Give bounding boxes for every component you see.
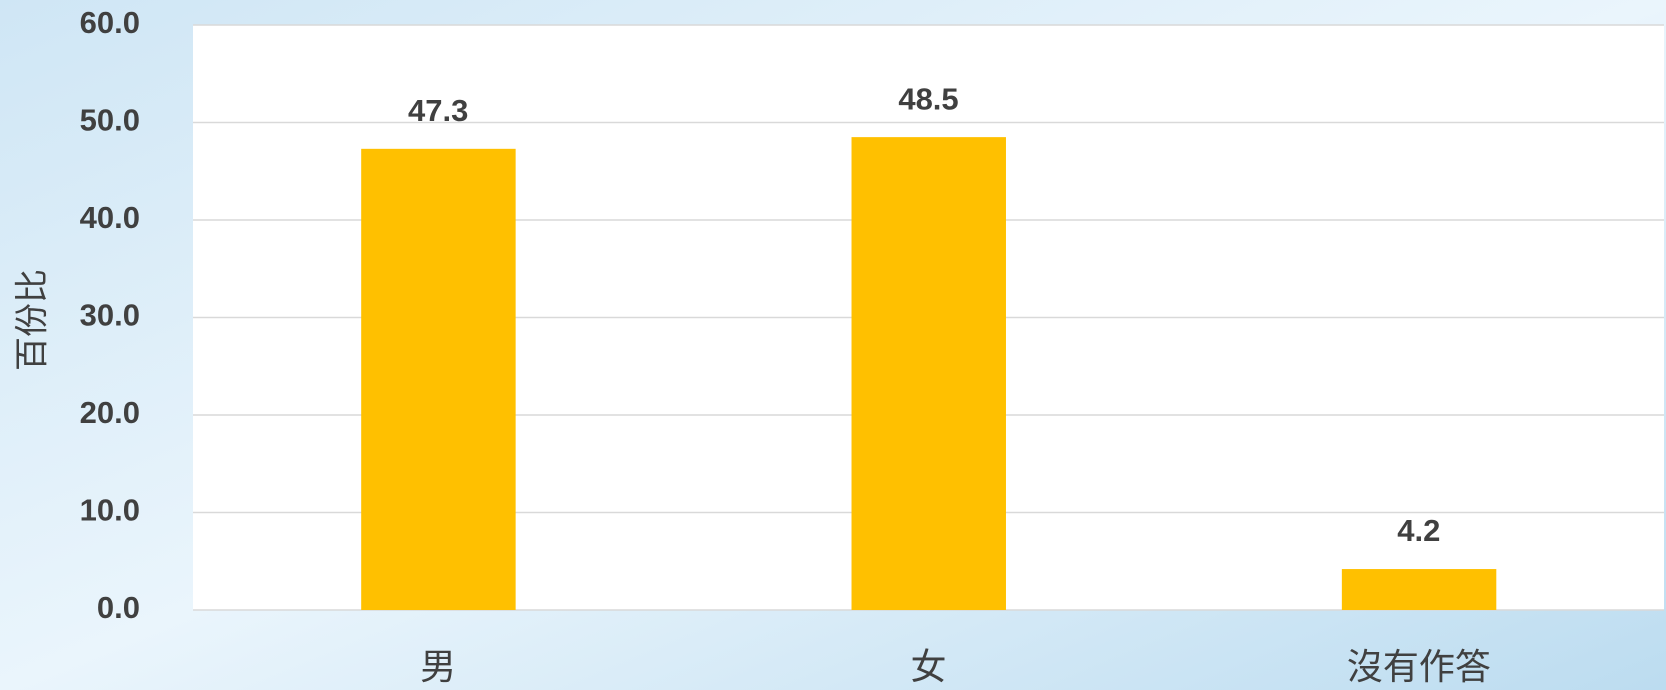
- x-tick-label: 男: [420, 647, 456, 688]
- y-tick-label: 30.0: [80, 298, 140, 333]
- y-tick-label: 50.0: [80, 103, 140, 138]
- bar: [1341, 569, 1497, 610]
- bar: [361, 148, 516, 610]
- bar: [851, 137, 1006, 610]
- y-tick-label: 10.0: [80, 493, 140, 528]
- y-tick-label: 40.0: [80, 200, 140, 235]
- data-label: 47.3: [408, 93, 468, 128]
- data-label: 4.2: [1397, 513, 1440, 548]
- y-tick-label: 20.0: [80, 395, 140, 430]
- y-tick-label: 0.0: [97, 590, 140, 625]
- data-label: 48.5: [898, 81, 958, 116]
- y-tick-label: 60.0: [80, 5, 140, 40]
- x-tick-label: 女: [910, 647, 946, 688]
- y-axis-label: 百份比: [13, 269, 53, 371]
- x-tick-label: 沒有作答: [1347, 647, 1491, 688]
